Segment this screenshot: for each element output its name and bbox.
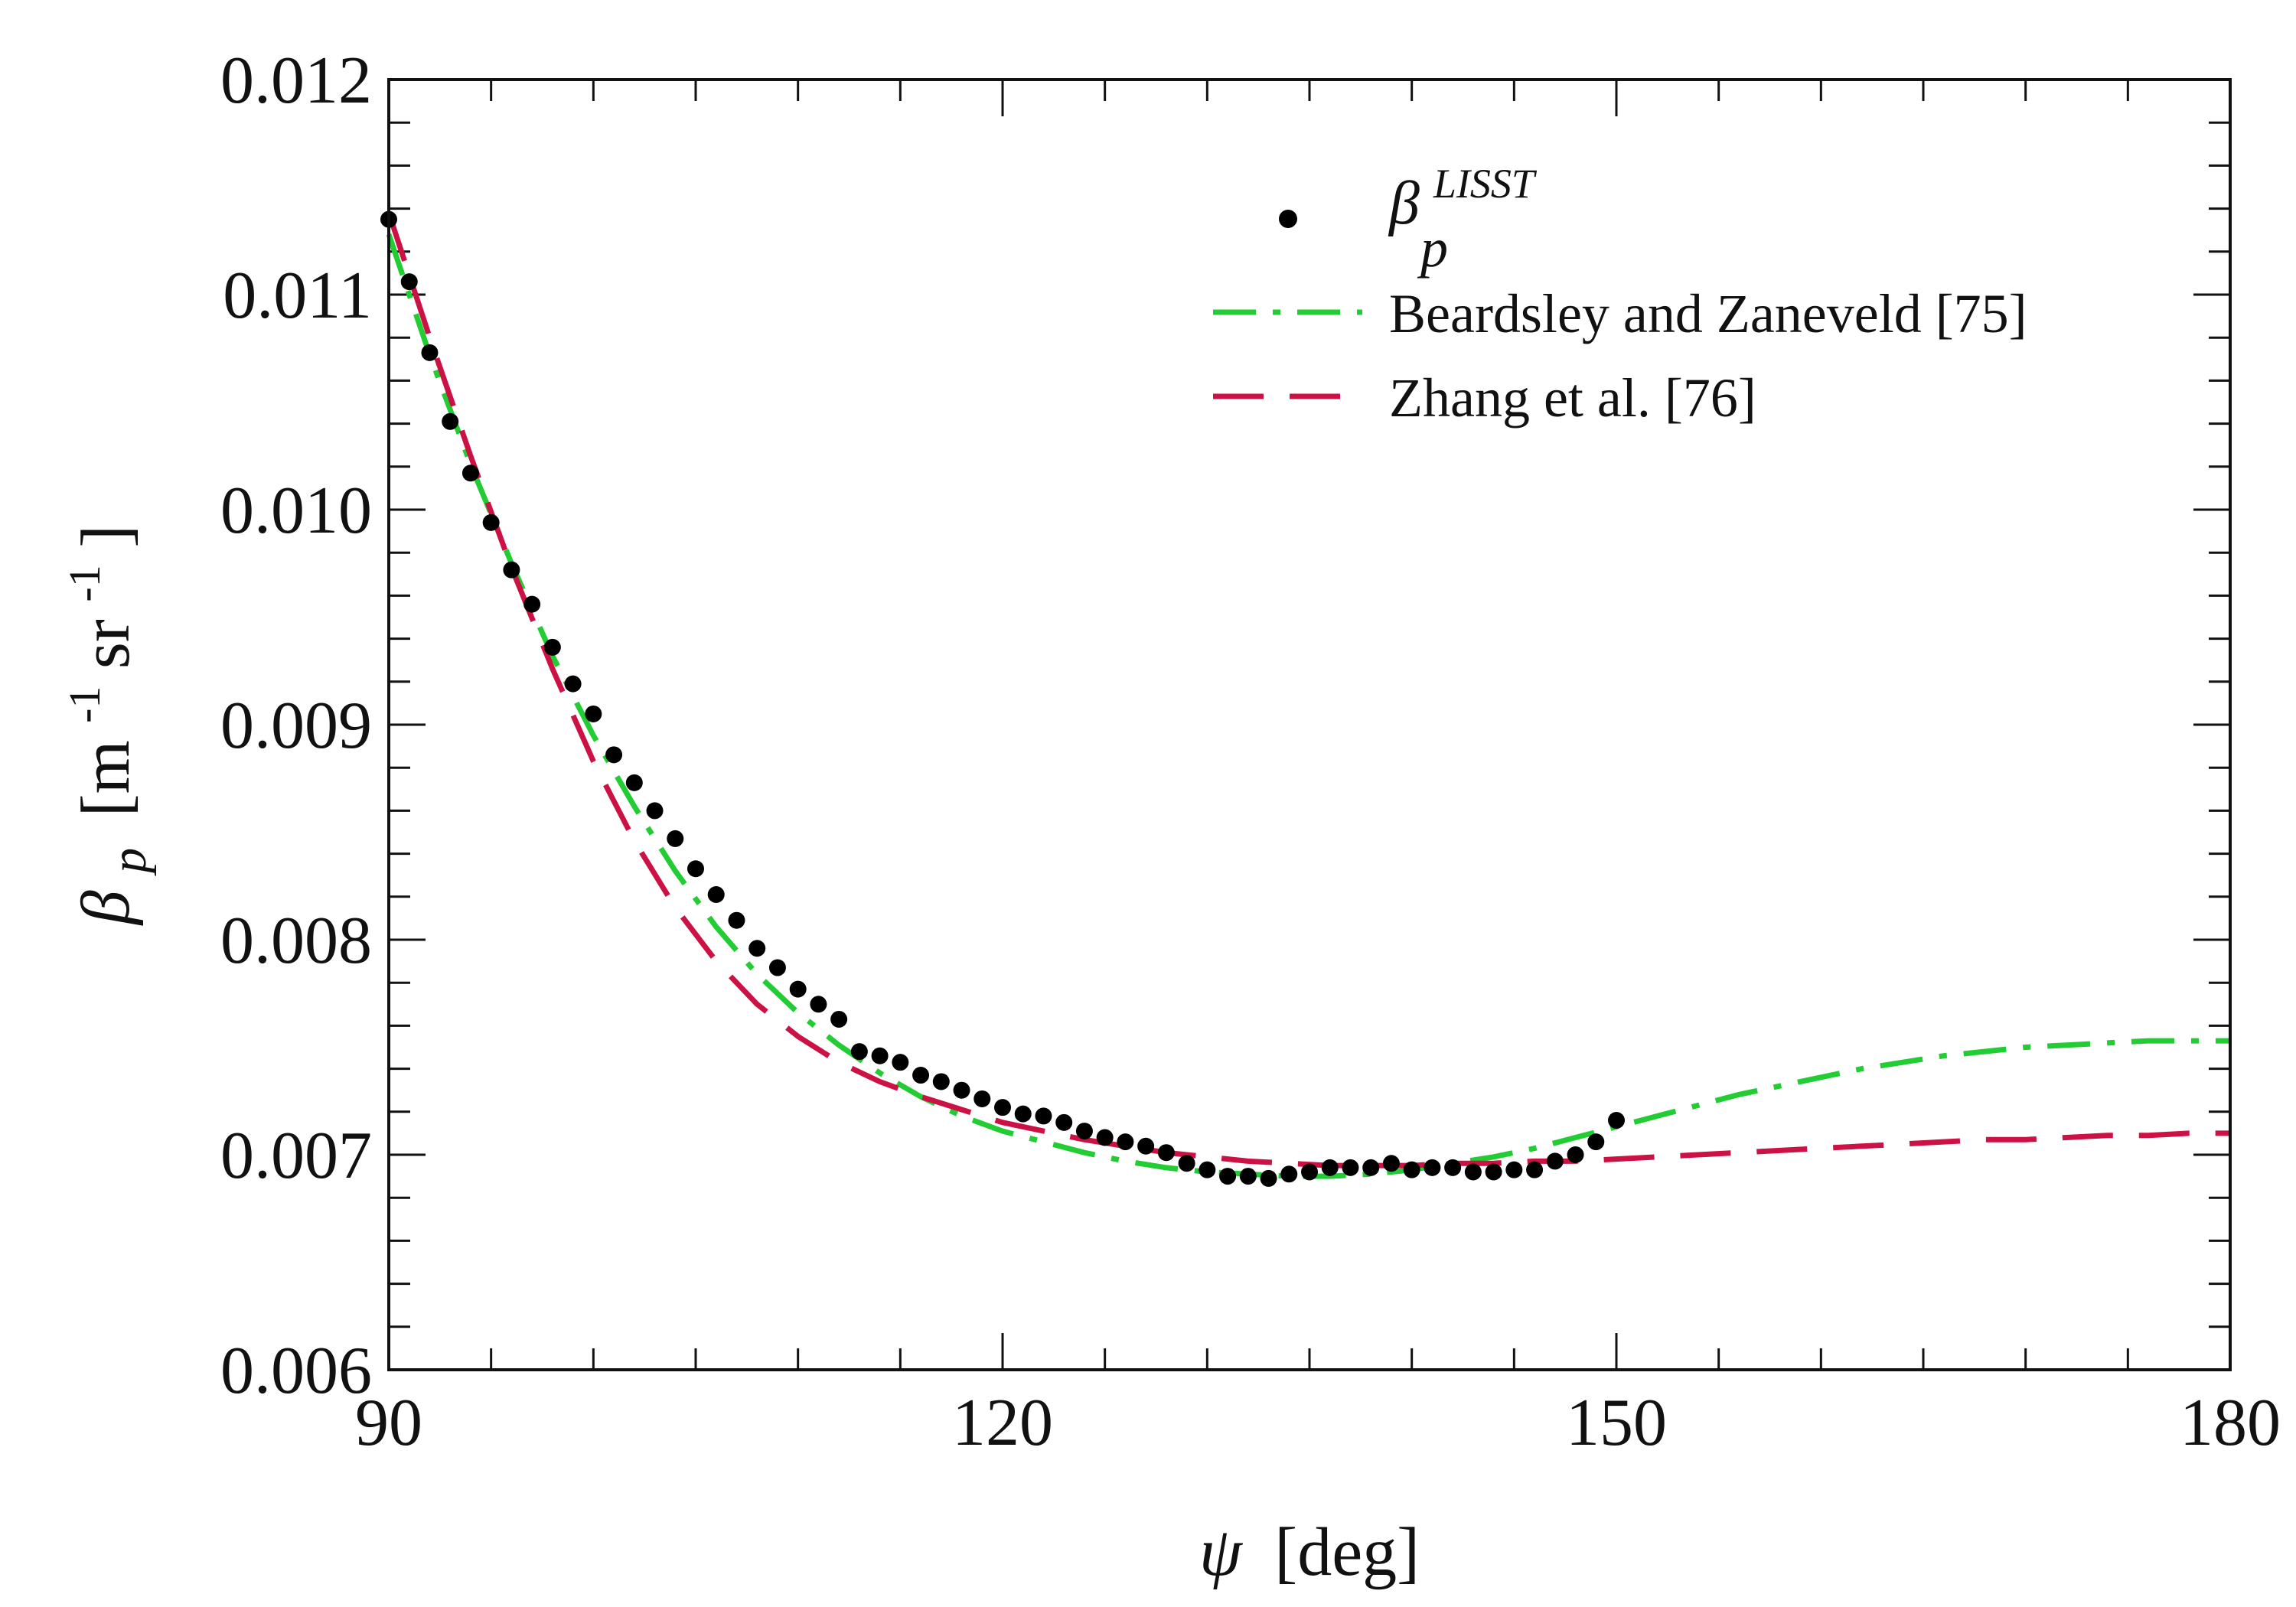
legend-label-beardsley: Beardsley and Zaneveld [75] [1389,283,2027,344]
data-point [461,464,479,482]
data-point [1382,1155,1400,1172]
data-point [810,996,827,1013]
y-tick-label: 0.010 [220,474,372,548]
data-point [1157,1144,1175,1162]
data-point [850,1043,868,1061]
y-axis-exp2: -1 [60,565,109,601]
plot-frame [387,78,2232,1371]
legend-label-zhang: Zhang et al. [76] [1389,367,1756,429]
legend: β LISST p Beardsley and Zaneveld [75] Zh… [1213,161,2027,429]
y-tick-label: 0.008 [220,904,372,978]
data-point [1301,1163,1318,1181]
data-point [871,1047,889,1064]
series-line-2 [386,212,2230,1169]
data-point [1464,1163,1482,1181]
data-point [994,1099,1011,1116]
y-tick-label: 0.012 [220,44,372,118]
data-point [503,561,520,579]
y-tick-label: 0.006 [220,1334,372,1408]
data-point [1137,1137,1155,1155]
tick-labels: 0.006 0.007 0.008 0.009 0.010 0.011 0.012 90 120… [220,44,2281,1460]
data-point [1608,1112,1625,1129]
y-axis-label: β p [m -1 sr -1 ] [39,525,161,926]
data-point [543,638,561,656]
y-axis-unit-open: [m [68,740,144,817]
x-tick-label: 90 [355,1386,422,1460]
y-tick-label: 0.011 [223,259,372,333]
data-point [1526,1161,1544,1178]
data-point [564,675,582,693]
y-axis-exp1: -1 [60,686,109,723]
data-point [707,885,725,903]
data-point [523,595,541,613]
data-point [667,830,684,847]
data-point [1342,1159,1359,1176]
x-tick-label: 150 [1566,1386,1667,1460]
data-point [892,1054,909,1071]
data-point [625,774,643,791]
legend-marker-lisst [1279,210,1297,228]
data-point [912,1067,930,1084]
data-point [1178,1155,1195,1172]
data-point [1546,1152,1564,1170]
series-layer [380,210,2230,1187]
data-point [1075,1123,1093,1140]
x-tick-label: 120 [952,1386,1053,1460]
data-point [1219,1168,1237,1185]
data-point [1485,1163,1502,1181]
data-point [1260,1169,1277,1187]
data-point [1117,1133,1134,1151]
data-point [830,1010,848,1028]
x-axis-label: ψ [deg] [1199,1514,1420,1590]
data-point [1567,1146,1584,1163]
x-axis-symbol: ψ [1199,1514,1244,1590]
data-point [1199,1161,1216,1178]
y-axis-unit-close: ] [68,525,144,548]
data-point [400,273,418,291]
data-point [1505,1161,1523,1178]
data-point [605,746,623,764]
data-point [1035,1107,1052,1125]
data-point [974,1090,991,1107]
data-point [646,802,664,820]
data-point [748,940,766,957]
data-point [1362,1159,1380,1176]
legend-lisst-superscript: LISST [1433,161,1538,207]
data-point [1280,1165,1298,1183]
data-point [1239,1168,1257,1185]
data-point [1321,1159,1339,1176]
series-line-1 [386,233,2230,1179]
y-tick-label: 0.007 [220,1119,372,1193]
data-point [1096,1129,1114,1146]
data-point [482,513,500,531]
data-point [1444,1159,1462,1176]
y-tick-label: 0.009 [220,689,372,763]
legend-lisst-subscript: p [1417,217,1448,279]
legend-lisst-symbol: β [1388,170,1420,237]
data-point [1587,1133,1605,1151]
y-axis-subscript: p [101,848,157,876]
data-point [1014,1105,1032,1123]
y-axis-symbol: β [68,890,144,926]
data-point [789,980,807,998]
data-point [768,959,786,976]
data-point [1403,1161,1420,1178]
y-axis-unit-mid: sr [68,619,144,669]
data-point [687,860,704,878]
x-axis-unit: [deg] [1274,1514,1420,1590]
data-point [1055,1113,1073,1131]
data-point [953,1081,970,1099]
data-point [442,412,459,430]
data-point [1424,1159,1441,1176]
legend-label-lisst: β LISST [1388,161,1538,237]
data-point [728,911,745,929]
data-point [932,1073,950,1090]
x-tick-label: 180 [2180,1386,2281,1460]
data-point [585,705,602,722]
data-point [421,344,439,361]
